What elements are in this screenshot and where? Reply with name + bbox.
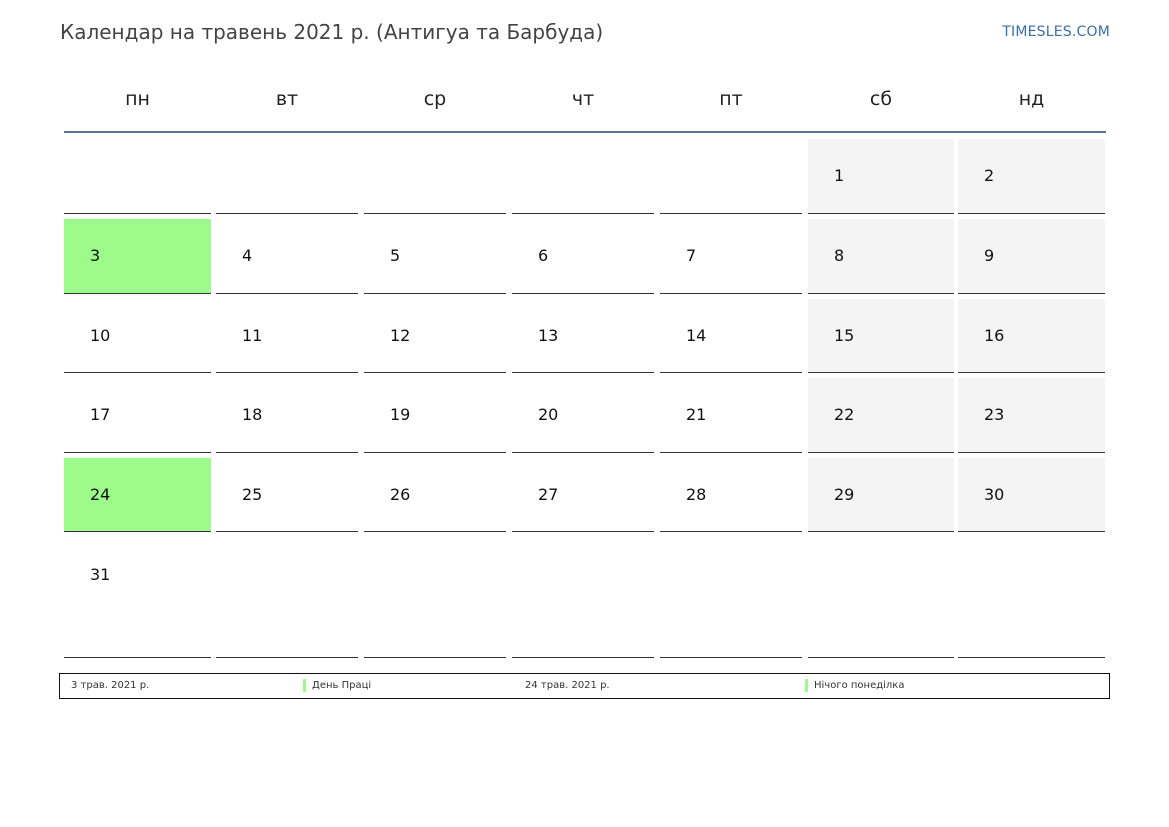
day-cell-16[interactable]: 16: [958, 299, 1105, 373]
day-cell-29[interactable]: 29: [808, 458, 954, 532]
day-cell-17[interactable]: 17: [64, 378, 211, 453]
brand-link[interactable]: TIMESLES.COM: [1002, 24, 1110, 40]
weekday-5: сб: [869, 88, 893, 110]
day-number: 1: [834, 166, 845, 185]
page-title: Календар на травень 2021 р. (Антигуа та …: [60, 20, 604, 44]
day-cell-1[interactable]: 1: [808, 139, 954, 214]
day-cell-27[interactable]: 27: [512, 458, 654, 532]
weekday-6: нд: [1018, 88, 1045, 110]
day-cell-22[interactable]: 22: [808, 378, 954, 453]
empty-cell: [512, 538, 654, 658]
day-number: 12: [390, 326, 411, 345]
weekday-4: пт: [719, 88, 743, 110]
day-cell-13[interactable]: 13: [512, 299, 654, 373]
weekday-2: ср: [423, 88, 447, 110]
day-number: 21: [686, 405, 707, 424]
day-number: 8: [834, 246, 845, 265]
weekday-header-row: пн вт ср чт пт сб нд: [64, 70, 1106, 130]
day-cell-23[interactable]: 23: [958, 378, 1105, 453]
day-number: 13: [538, 326, 559, 345]
weekday-1: вт: [275, 88, 299, 110]
legend-holiday-1: День Праці: [303, 679, 371, 692]
day-number: 31: [90, 565, 111, 584]
legend-holiday-2: Нічого понеділка: [805, 679, 904, 692]
day-number: 23: [984, 405, 1005, 424]
day-number: 29: [834, 485, 855, 504]
day-number: 18: [242, 405, 263, 424]
day-number: 15: [834, 326, 855, 345]
header-divider: [64, 131, 1106, 133]
day-cell-15[interactable]: 15: [808, 299, 954, 373]
day-number: 6: [538, 246, 549, 265]
holiday-legend: 3 трав. 2021 р. День Праці 24 трав. 2021…: [59, 673, 1110, 699]
day-number: 7: [686, 246, 697, 265]
empty-cell: [660, 139, 802, 214]
day-cell-26[interactable]: 26: [364, 458, 506, 532]
day-cell-12[interactable]: 12: [364, 299, 506, 373]
day-cell-18[interactable]: 18: [216, 378, 358, 453]
day-number: 26: [390, 485, 411, 504]
weekday-3: чт: [571, 88, 595, 110]
day-number: 17: [90, 405, 111, 424]
legend-date-1: 3 трав. 2021 р.: [71, 680, 150, 691]
day-cell-24[interactable]: 24: [64, 458, 211, 532]
weekday-0: пн: [125, 88, 150, 110]
day-cell-10[interactable]: 10: [64, 299, 211, 373]
day-number: 4: [242, 246, 253, 265]
day-cell-21[interactable]: 21: [660, 378, 802, 453]
day-cell-6[interactable]: 6: [512, 219, 654, 294]
day-cell-7[interactable]: 7: [660, 219, 802, 294]
day-cell-4[interactable]: 4: [216, 219, 358, 294]
day-number: 28: [686, 485, 707, 504]
empty-cell: [808, 538, 954, 658]
empty-cell: [364, 538, 506, 658]
day-number: 19: [390, 405, 411, 424]
empty-cell: [660, 538, 802, 658]
day-cell-8[interactable]: 8: [808, 219, 954, 294]
day-cell-3[interactable]: 3: [64, 219, 211, 294]
day-number: 22: [834, 405, 855, 424]
day-number: 11: [242, 326, 263, 345]
day-cell-11[interactable]: 11: [216, 299, 358, 373]
day-cell-14[interactable]: 14: [660, 299, 802, 373]
day-number: 30: [984, 485, 1005, 504]
day-cell-5[interactable]: 5: [364, 219, 506, 294]
day-number: 9: [984, 246, 995, 265]
day-number: 20: [538, 405, 559, 424]
day-number: 5: [390, 246, 401, 265]
day-number: 2: [984, 166, 995, 185]
empty-cell: [512, 139, 654, 214]
day-cell-9[interactable]: 9: [958, 219, 1105, 294]
day-number: 24: [90, 485, 111, 504]
day-cell-28[interactable]: 28: [660, 458, 802, 532]
empty-cell: [364, 139, 506, 214]
day-number: 16: [984, 326, 1005, 345]
legend-date-2: 24 трав. 2021 р.: [525, 680, 610, 691]
day-cell-31[interactable]: 31: [64, 538, 211, 658]
day-cell-25[interactable]: 25: [216, 458, 358, 532]
empty-cell: [958, 538, 1105, 658]
day-number: 10: [90, 326, 111, 345]
empty-cell: [216, 139, 358, 214]
day-number: 14: [686, 326, 707, 345]
day-number: 25: [242, 485, 263, 504]
day-cell-19[interactable]: 19: [364, 378, 506, 453]
day-cell-30[interactable]: 30: [958, 458, 1105, 532]
empty-cell: [216, 538, 358, 658]
day-cell-20[interactable]: 20: [512, 378, 654, 453]
day-cell-2[interactable]: 2: [958, 139, 1105, 214]
day-number: 3: [90, 246, 101, 265]
day-number: 27: [538, 485, 559, 504]
empty-cell: [64, 139, 211, 214]
